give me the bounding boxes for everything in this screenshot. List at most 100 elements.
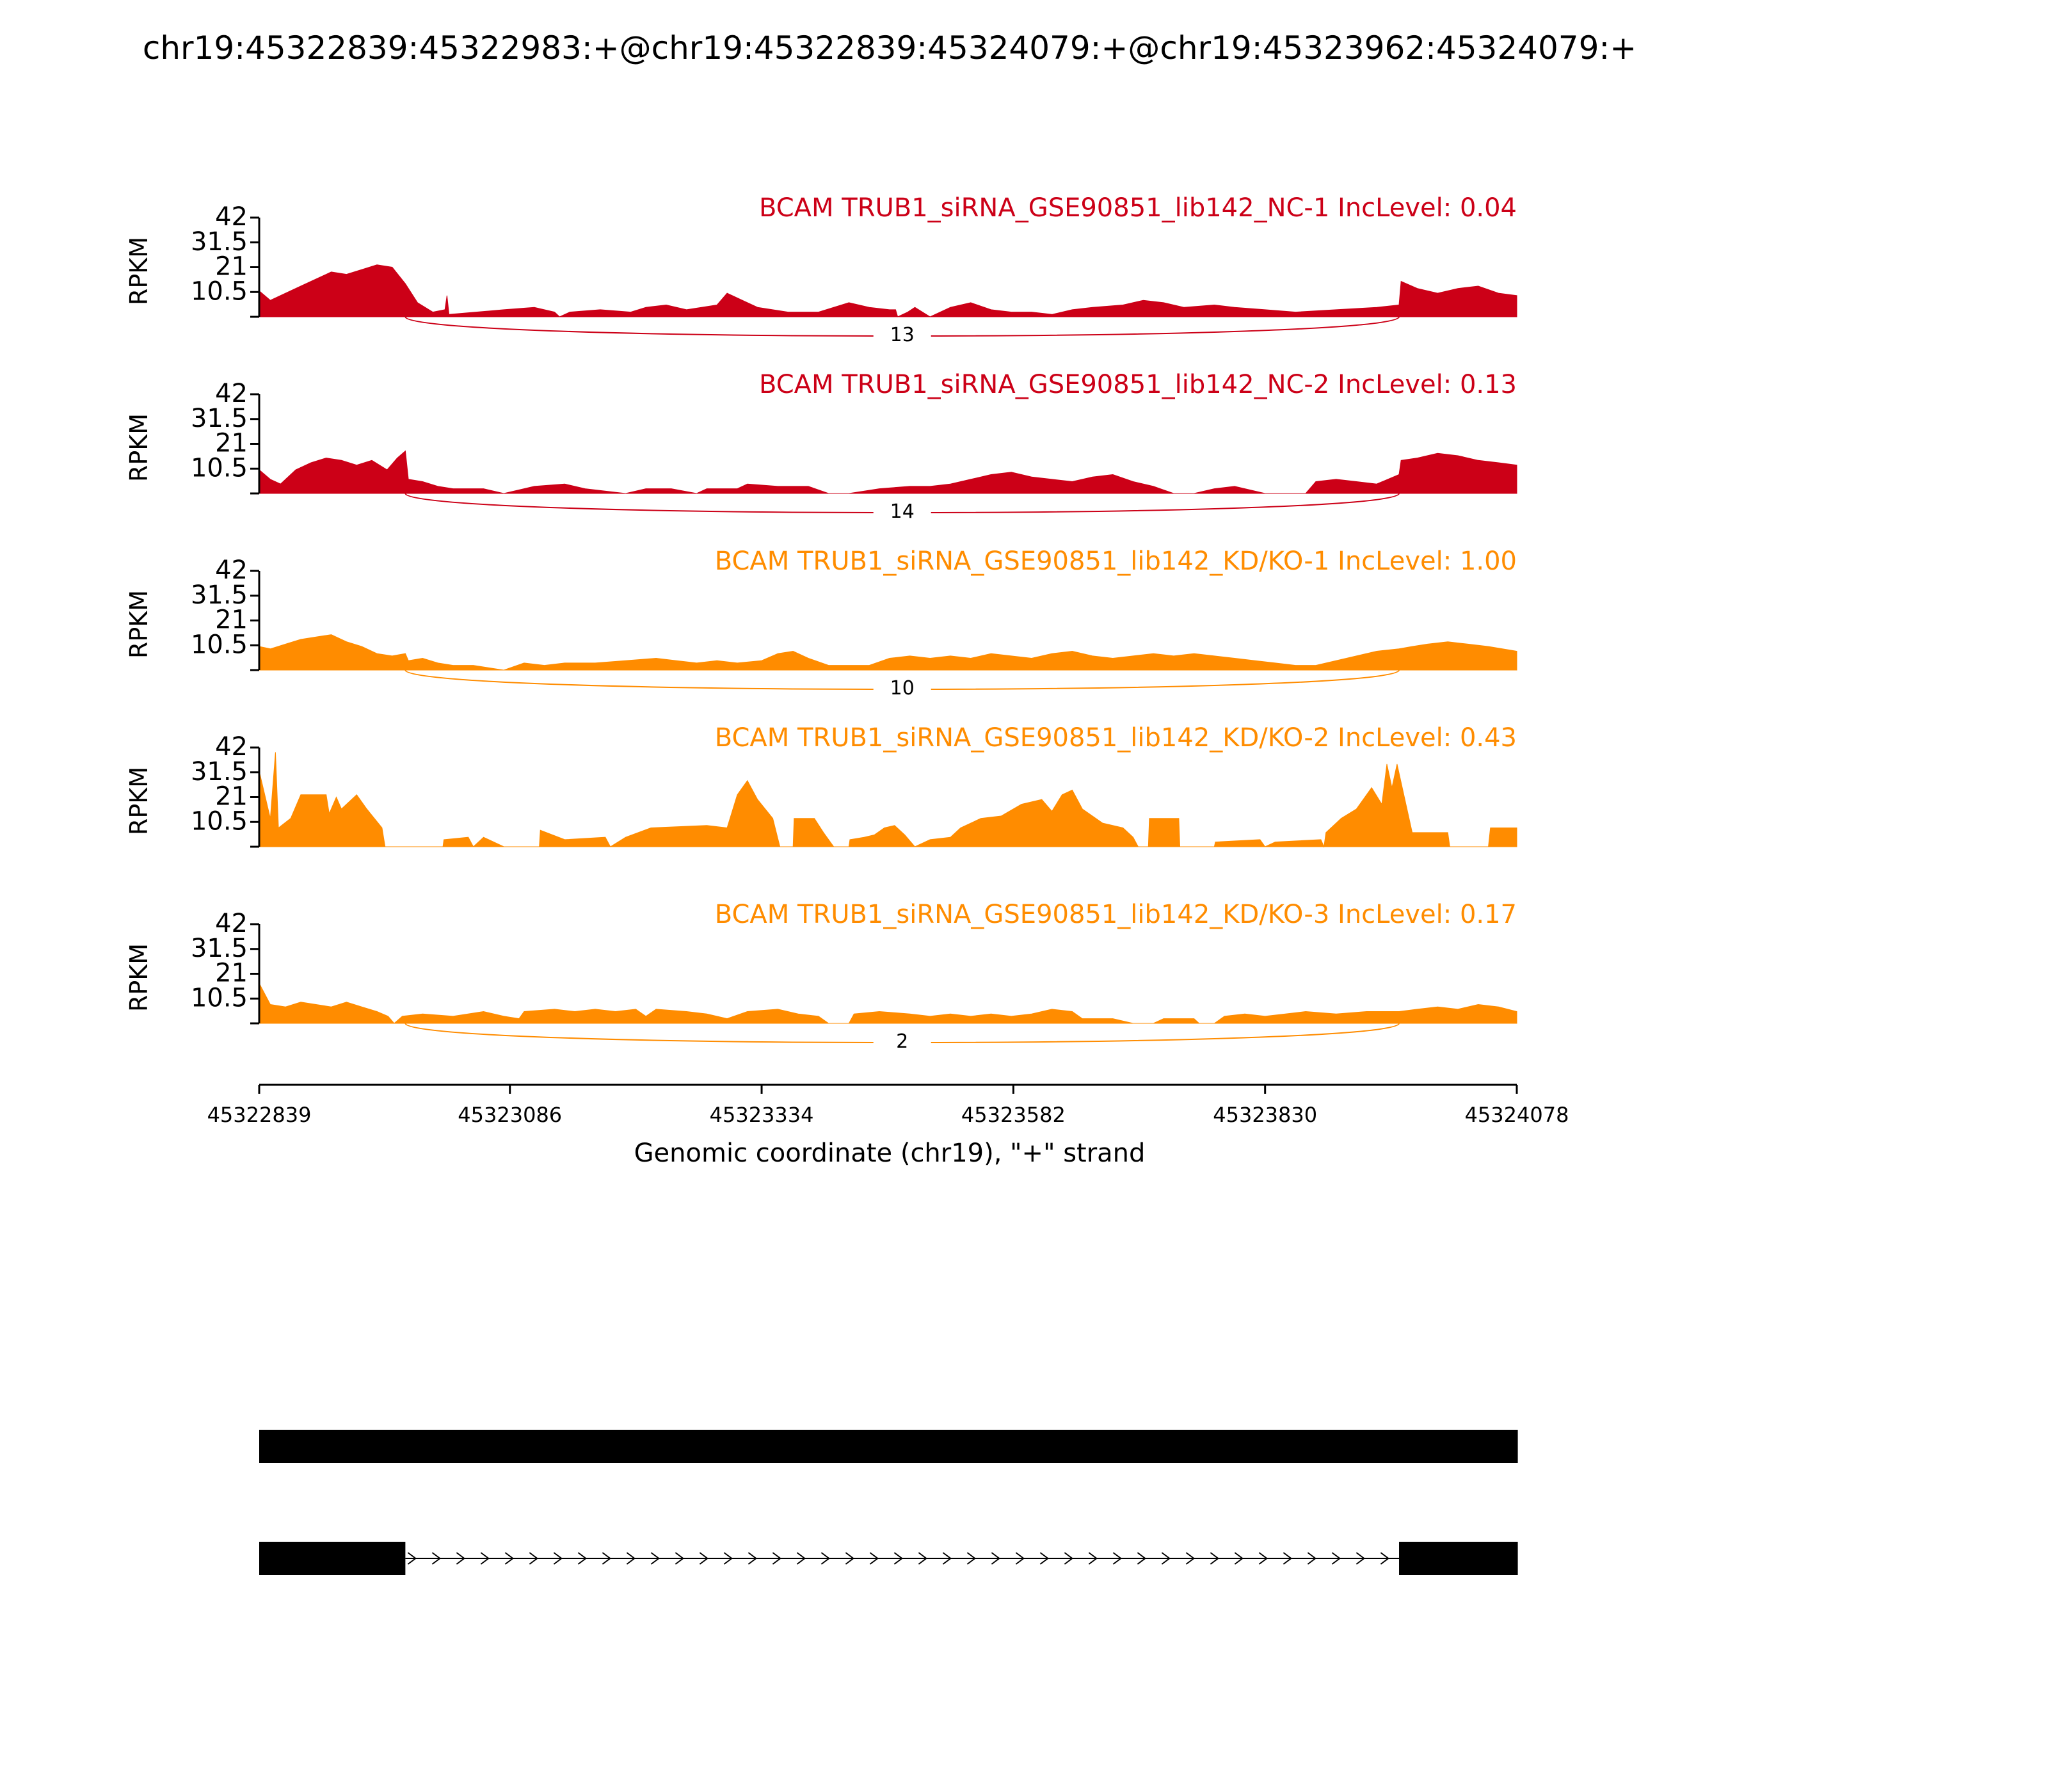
strand-arrow (602, 1552, 612, 1565)
strand-arrow (675, 1552, 685, 1565)
x-tick-label: 45323334 (710, 1103, 814, 1127)
strand-arrow (748, 1552, 758, 1565)
y-tick-label: 21 (215, 782, 248, 812)
strand-arrow (772, 1552, 782, 1565)
x-tick-label: 45323086 (458, 1103, 562, 1127)
x-tick-label: 45324078 (1465, 1103, 1569, 1127)
y-tick-label: 42 (215, 909, 248, 938)
y-tick-label: 10.5 (191, 983, 248, 1012)
junction-count-box (873, 496, 931, 524)
exon-block (259, 1542, 406, 1575)
junction-count: 10 (890, 677, 915, 700)
track-label: BCAM TRUB1_siRNA_GSE90851_lib142_KD/KO-3… (715, 900, 1517, 929)
coverage-area (259, 752, 1517, 848)
strand-arrow (529, 1552, 539, 1565)
strand-arrow (480, 1552, 490, 1565)
track-label: BCAM TRUB1_siRNA_GSE90851_lib142_NC-1 In… (759, 193, 1517, 223)
y-tick-label: 10.5 (191, 453, 248, 483)
strand-arrow (845, 1552, 855, 1565)
y-tick-label: 21 (215, 429, 248, 458)
strand-arrow (431, 1552, 442, 1565)
coverage-area (259, 264, 1517, 317)
strand-arrow (1161, 1552, 1171, 1565)
strand-arrow (820, 1552, 831, 1565)
strand-arrow (1380, 1552, 1390, 1565)
y-tick-label: 42 (215, 556, 248, 585)
y-axis-label: RPKM (125, 767, 153, 835)
x-axis: 45322839 45323086 45323334 45323582 45323830… (207, 1084, 1569, 1127)
coverage-area (259, 634, 1517, 671)
coverage-area (259, 450, 1517, 494)
exon-block (259, 1430, 1518, 1463)
strand-arrow (1307, 1552, 1317, 1565)
exon-block (1399, 1542, 1518, 1575)
strand-arrow (1331, 1552, 1341, 1565)
strand-arrow (918, 1552, 928, 1565)
gene-model (259, 1542, 1518, 1575)
strand-arrow (1283, 1552, 1293, 1565)
x-tick-label: 45322839 (207, 1103, 312, 1127)
strand-arrow (1039, 1552, 1050, 1565)
strand-arrow (553, 1552, 563, 1565)
strand-arrow (699, 1552, 709, 1565)
y-tick-label: 21 (215, 605, 248, 635)
junction-count: 13 (890, 324, 915, 346)
strand-arrow (1088, 1552, 1098, 1565)
strand-arrow (991, 1552, 1001, 1565)
y-tick-label: 10.5 (191, 806, 248, 836)
strand-arrow (942, 1552, 952, 1565)
figure-title: chr19:45322839:45322983:+@chr19:45322839… (143, 29, 1636, 67)
junction-count-box (873, 673, 931, 701)
strand-arrow (626, 1552, 636, 1565)
x-tick-label: 45323582 (961, 1103, 1066, 1127)
track-label: BCAM TRUB1_siRNA_GSE90851_lib142_KD/KO-2… (715, 723, 1517, 753)
gene-models (259, 1430, 1518, 1575)
y-tick-label: 31.5 (191, 227, 248, 257)
strand-arrow (1210, 1552, 1220, 1565)
track-label: BCAM TRUB1_siRNA_GSE90851_lib142_KD/KO-1… (715, 547, 1517, 576)
strand-arrow (1356, 1552, 1366, 1565)
strand-arrow (1137, 1552, 1147, 1565)
junction-count-box (873, 1026, 931, 1054)
strand-arrow (1112, 1552, 1123, 1565)
strand-arrow (796, 1552, 806, 1565)
y-axis-label: RPKM (125, 413, 153, 482)
strand-arrow (577, 1552, 588, 1565)
y-tick-label: 31.5 (191, 934, 248, 963)
y-axis-label: RPKM (125, 237, 153, 305)
strand-arrow (1185, 1552, 1196, 1565)
strand-arrow (407, 1552, 417, 1565)
strand-arrow (1015, 1552, 1025, 1565)
strand-arrow (869, 1552, 879, 1565)
y-axis-label: RPKM (125, 590, 153, 659)
y-tick-label: 21 (215, 252, 248, 282)
junction-count: 2 (896, 1030, 908, 1053)
y-tick-label: 42 (215, 732, 248, 762)
y-tick-label: 42 (215, 202, 248, 232)
strand-arrow (966, 1552, 977, 1565)
junction-count-box (873, 319, 931, 348)
strand-arrow (1064, 1552, 1074, 1565)
strand-arrow (723, 1552, 733, 1565)
x-tick-label: 45323830 (1213, 1103, 1317, 1127)
y-axis-label: RPKM (125, 943, 153, 1012)
y-tick-label: 21 (215, 959, 248, 988)
strand-arrow (456, 1552, 466, 1565)
gene-model (259, 1430, 1518, 1463)
strand-arrow (1234, 1552, 1244, 1565)
y-tick-label: 31.5 (191, 580, 248, 610)
track-label: BCAM TRUB1_siRNA_GSE90851_lib142_NC-2 In… (759, 370, 1517, 399)
strand-arrow (650, 1552, 660, 1565)
strand-arrow (504, 1552, 515, 1565)
coverage-area (259, 983, 1517, 1024)
y-tick-label: 31.5 (191, 404, 248, 433)
x-axis-label: Genomic coordinate (chr19), "+" strand (634, 1139, 1146, 1168)
y-tick-label: 10.5 (191, 276, 248, 306)
